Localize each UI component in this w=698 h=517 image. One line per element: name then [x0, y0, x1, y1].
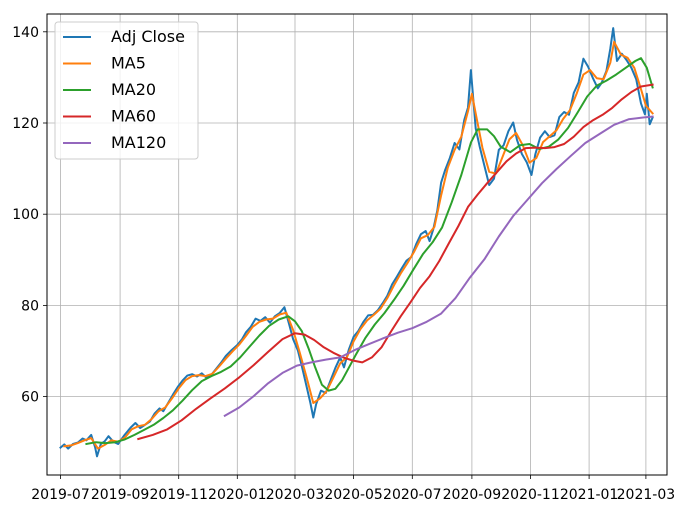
- x-tick-label: 2019-07: [31, 487, 90, 503]
- legend-label: MA60: [111, 107, 156, 126]
- y-tick-label: 140: [12, 25, 39, 41]
- x-tick-label: 2020-01: [208, 487, 267, 503]
- x-axis: 2019-07 2019-09 2019-11 2020-01 2020-03 2020-…: [31, 475, 675, 503]
- series-lines: [59, 27, 655, 458]
- x-tick-label: 2020-03: [266, 487, 325, 503]
- x-tick-label: 2021-01: [560, 487, 619, 503]
- y-tick-label: 80: [21, 298, 39, 314]
- series-line-ma20: [85, 57, 654, 446]
- legend: Adj Close MA5 MA20 MA60 MA120: [54, 21, 199, 160]
- legend-label: Adj Close: [111, 27, 185, 46]
- legend-box: [54, 21, 199, 160]
- x-tick-label: 2020-11: [501, 487, 560, 503]
- y-tick-label: 100: [12, 207, 39, 223]
- legend-label: MA120: [111, 133, 166, 152]
- x-tick-label: 2019-09: [91, 487, 150, 503]
- x-tick-label: 2021-03: [617, 487, 676, 503]
- y-tick-label: 60: [21, 390, 39, 406]
- x-tick-label: 2020-05: [324, 487, 383, 503]
- series-line-adj-close: [59, 27, 654, 458]
- x-tick-label: 2020-07: [383, 487, 442, 503]
- plot-frame: [46, 13, 668, 476]
- legend-label: MA5: [111, 54, 146, 73]
- x-tick-label: 2019-11: [149, 487, 208, 503]
- series-line-ma120: [223, 115, 654, 418]
- series-line-ma60: [137, 83, 654, 441]
- x-tick-label: 2020-09: [443, 487, 502, 503]
- y-axis: 60 80 100 120 140: [12, 25, 47, 406]
- y-tick-label: 120: [12, 116, 39, 132]
- series-line-ma5: [63, 40, 655, 450]
- legend-label: MA20: [111, 80, 156, 99]
